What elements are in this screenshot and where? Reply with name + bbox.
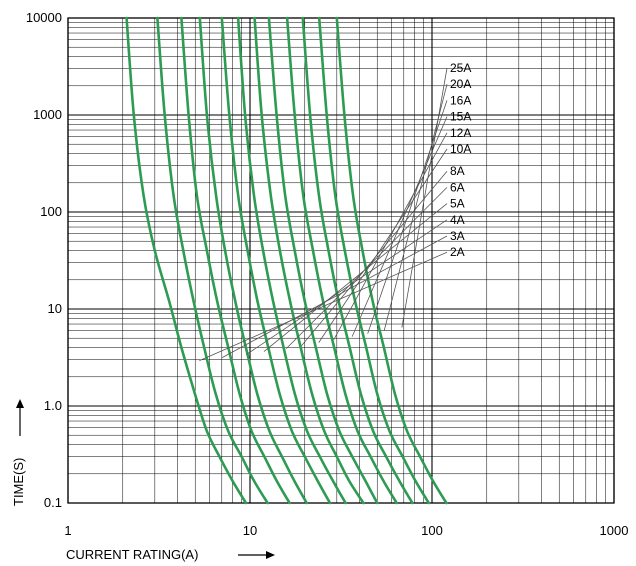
y-axis-arrowhead — [16, 399, 24, 408]
legend-label-5A: 5A — [450, 197, 465, 211]
legend-label-15A: 15A — [450, 110, 471, 124]
legend-label-4A: 4A — [450, 213, 465, 227]
legend-label-3A: 3A — [450, 229, 465, 243]
legend-label-25A: 25A — [450, 61, 471, 75]
curve-6A — [220, 16, 332, 505]
plot-frame — [67, 17, 615, 504]
leader-line-16A — [367, 100, 448, 334]
x-axis-title: CURRENT RATING(A) — [66, 547, 198, 562]
x-axis-arrowhead — [266, 551, 275, 559]
curve-16A — [301, 16, 414, 505]
leader-line-4A — [246, 219, 448, 355]
legend-label-16A: 16A — [450, 93, 471, 107]
legend-label-2A: 2A — [450, 245, 465, 259]
curve-4A — [180, 16, 291, 505]
curve-20A — [317, 16, 431, 505]
leader-line-20A — [383, 84, 448, 331]
leader-line-5A — [263, 203, 448, 352]
curve-10A — [253, 16, 365, 505]
y-axis-title: TIME(S) — [11, 458, 26, 506]
x-tick-label: 100 — [421, 523, 443, 538]
curve-12A — [267, 16, 379, 505]
legend-leader-lines — [199, 67, 448, 361]
legend-label-20A: 20A — [450, 77, 471, 91]
legend: 25A 20A 16A 15A 12A 10A 8A 6A 5A 4A 3A 2A — [450, 61, 471, 259]
leader-line-15A — [351, 116, 448, 337]
leader-line-3A — [221, 235, 448, 358]
legend-label-10A: 10A — [450, 142, 471, 156]
x-tick-label: 1 — [64, 523, 71, 538]
legend-label-8A: 8A — [450, 164, 465, 178]
y-tick-label: 0.1 — [44, 495, 62, 510]
y-tick-label: 10 — [48, 301, 62, 316]
leader-line-10A — [318, 148, 448, 343]
curve-15A — [285, 16, 398, 505]
major-gridlines — [67, 17, 615, 504]
y-tick-label: 1000 — [33, 107, 62, 122]
legend-label-12A: 12A — [450, 126, 471, 140]
x-tick-label: 1000 — [600, 523, 629, 538]
curve-25A — [335, 16, 448, 505]
y-tick-label: 10000 — [26, 10, 62, 25]
y-tick-label: 100 — [40, 204, 62, 219]
minor-gridlines — [68, 18, 614, 503]
leader-line-2A — [199, 251, 448, 361]
legend-label-6A: 6A — [450, 180, 465, 194]
leader-line-6A — [285, 187, 448, 349]
y-tick-label: 1.0 — [44, 398, 62, 413]
x-tick-labels: 1 10 100 1000 — [64, 523, 628, 538]
leader-line-8A — [301, 170, 448, 346]
x-tick-label: 10 — [243, 523, 257, 538]
fuse-curves — [125, 16, 448, 505]
curve-2A — [125, 16, 248, 505]
curve-8A — [236, 16, 347, 505]
y-tick-labels: 0.1 1.0 10 100 1000 10000 — [26, 10, 62, 510]
leader-line-12A — [333, 132, 448, 340]
curve-3A — [156, 16, 269, 505]
curve-5A — [198, 16, 308, 505]
